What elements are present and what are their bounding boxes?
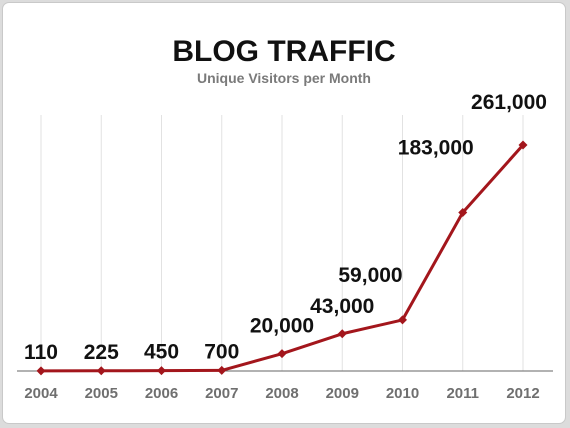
data-label-2010: 59,000 [338, 264, 402, 287]
x-tick-labels: 2004 2005 2006 2007 2008 2009 2010 2011 2012 [24, 385, 539, 402]
data-label-2009: 43,000 [310, 295, 374, 318]
data-label-2011: 183,000 [398, 137, 474, 160]
chart-title: BLOG TRAFFIC [172, 35, 395, 68]
gridlines [40, 115, 524, 371]
chart-subtitle: Unique Visitors per Month [197, 70, 371, 86]
data-label-2005: 225 [84, 341, 119, 364]
data-point-2005 [96, 366, 106, 376]
blog-traffic-chart: BLOG TRAFFIC Unique Visitors per Month 2… [17, 35, 553, 402]
data-point-2010 [398, 315, 407, 325]
x-tick-2005: 2005 [85, 385, 118, 402]
x-tick-2011: 2011 [446, 385, 479, 402]
data-markers [36, 140, 528, 376]
data-label-2004: 110 [24, 341, 58, 364]
x-tick-2008: 2008 [265, 385, 298, 402]
data-label-2006: 450 [144, 341, 179, 364]
x-tick-2012: 2012 [506, 385, 539, 402]
data-point-2004 [36, 366, 46, 376]
data-label-2012: 261,000 [471, 91, 547, 114]
data-label-2008: 20,000 [250, 315, 314, 338]
chart-card: BLOG TRAFFIC Unique Visitors per Month 2… [2, 2, 566, 424]
x-tick-2010: 2010 [386, 385, 419, 402]
data-point-2011 [458, 208, 468, 218]
x-tick-2007: 2007 [205, 385, 238, 402]
data-label-2007: 700 [204, 340, 239, 363]
data-point-2009 [337, 329, 347, 339]
data-point-2012 [518, 140, 528, 150]
x-tick-2004: 2004 [24, 385, 58, 402]
x-tick-2009: 2009 [326, 385, 359, 402]
data-point-2006 [157, 366, 166, 376]
data-point-2007 [217, 365, 227, 375]
data-point-2008 [277, 349, 287, 359]
x-tick-2006: 2006 [145, 385, 178, 402]
